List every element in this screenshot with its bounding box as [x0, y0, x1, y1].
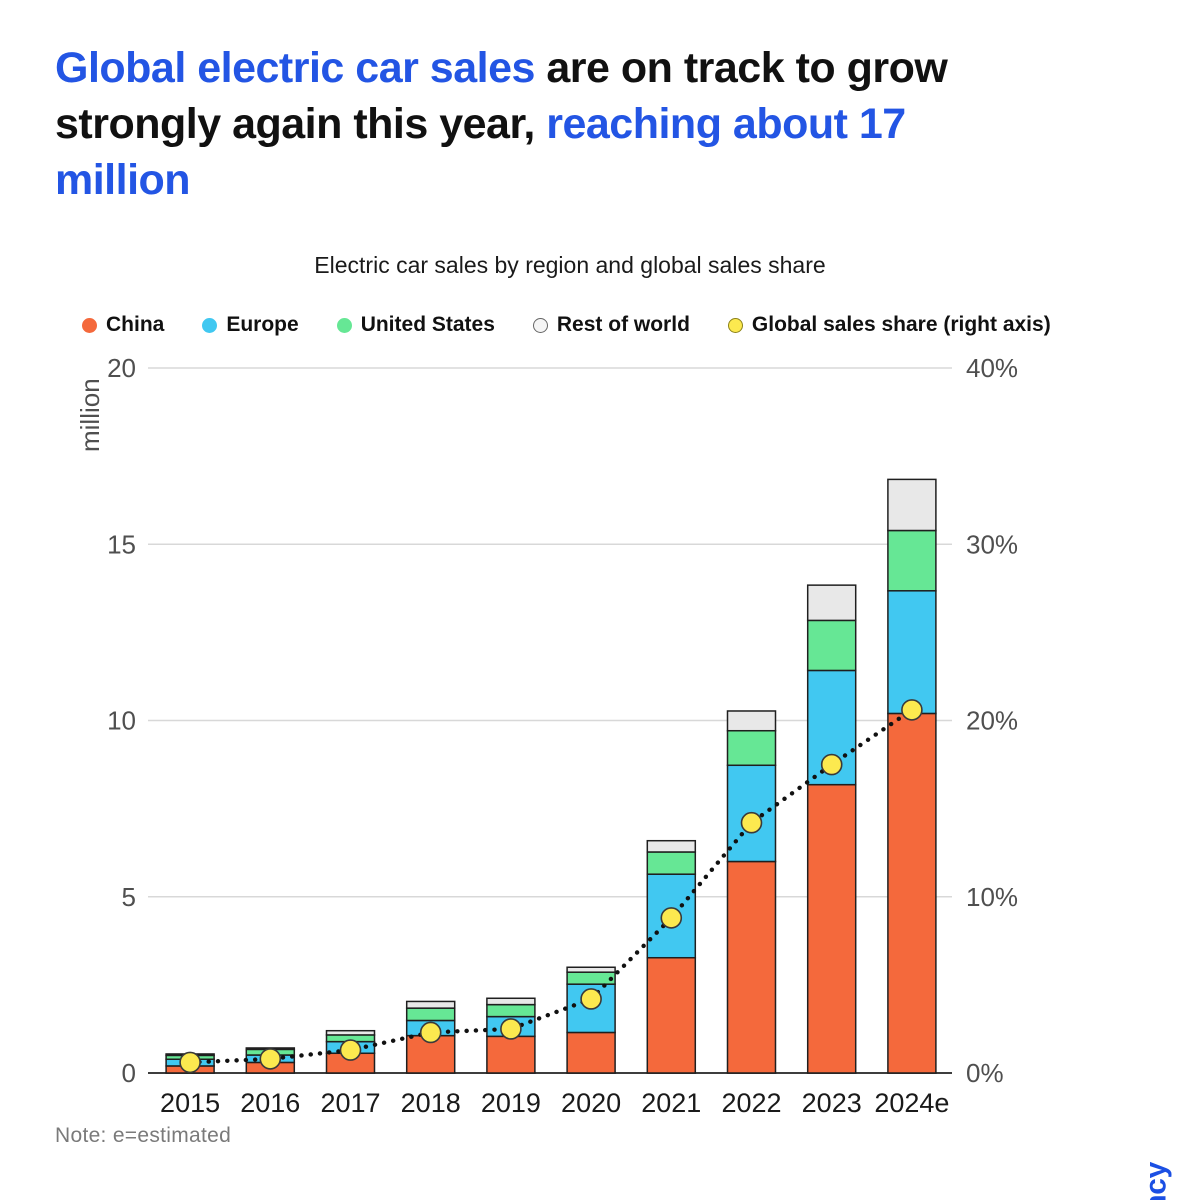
right-axis-tick-label: 30% [966, 529, 1018, 559]
right-axis-tick-label: 40% [966, 353, 1018, 383]
left-axis-tick-label: 0 [122, 1058, 136, 1088]
left-axis-unit-label: million [75, 378, 105, 452]
share-marker-2017 [339, 1039, 362, 1061]
iea-logo-line-1: International [1102, 1162, 1138, 1200]
right-axis-tick-label: 10% [966, 882, 1018, 912]
bar-segment-rest-of-world-2018 [405, 1000, 456, 1009]
bar-segment-europe-2024e [887, 590, 937, 715]
bar-segment-rest-of-world-2019 [486, 997, 536, 1006]
share-marker-2021 [660, 907, 683, 929]
legend-item-global-sales-share: Global sales share (right axis) [727, 313, 1051, 337]
share-marker-2024e [901, 699, 923, 721]
legend-item-united-states: United States [336, 313, 495, 337]
left-axis-tick-label: 5 [122, 882, 136, 912]
legend-item-china: China [82, 313, 164, 337]
united-states-legend-dot-icon [336, 317, 352, 333]
share-marker-2023 [820, 753, 843, 776]
x-axis-tick-label: 2020 [561, 1088, 621, 1118]
bar-segment-rest-of-world-2024e [887, 478, 937, 532]
bar-segment-china-2019 [486, 1035, 536, 1074]
left-axis-tick-label: 15 [107, 529, 136, 559]
bar-segment-china-2023 [806, 783, 857, 1074]
global-sales-share-legend-dot-icon [727, 317, 743, 333]
title-plain: are on track to grow strongly again this… [55, 44, 948, 148]
title-accent-2: reaching about 17 million [55, 100, 906, 204]
legend-item-europe: Europe [202, 313, 299, 337]
bar-segment-china-2020 [566, 1031, 616, 1074]
page-title: Global electric car sales are on track t… [55, 40, 965, 208]
x-axis-tick-label: 2015 [160, 1088, 220, 1118]
bar-segment-rest-of-world-2020 [566, 966, 616, 973]
x-axis-tick-label: 2016 [240, 1088, 300, 1118]
bar-segment-united-states-2024e [887, 529, 937, 592]
left-axis-tick-label: 20 [107, 353, 136, 383]
chart-subtitle: Electric car sales by region and global … [314, 252, 826, 278]
bar-segment-united-states-2023 [806, 619, 857, 672]
legend-label-rest-of-world: Rest of world [556, 313, 690, 336]
bar-segment-rest-of-world-2017 [325, 1029, 376, 1036]
europe-legend-dot-icon [202, 317, 218, 333]
x-axis-tick-label: 2023 [802, 1088, 862, 1118]
share-marker-2018 [419, 1021, 442, 1044]
legend-item-rest-of-world: Rest of world [532, 313, 690, 337]
bar-segment-united-states-2022 [726, 729, 777, 767]
legend-label-global-sales-share: Global sales share (right axis) [751, 313, 1051, 336]
legend-label-europe: Europe [226, 313, 299, 336]
global-sales-share-line [187, 707, 915, 1065]
x-axis-tick-label: 2022 [721, 1088, 781, 1118]
share-marker-2016 [259, 1048, 282, 1070]
bar-segment-china-2021 [646, 956, 697, 1074]
bar-segment-united-states-2018 [405, 1007, 456, 1022]
share-marker-2019 [500, 1018, 522, 1040]
left-axis-tick-label: 10 [107, 706, 136, 736]
bar-segment-rest-of-world-2023 [806, 584, 857, 622]
iea-logo: International Energy Agency [1102, 1162, 1174, 1200]
rest-of-world-legend-circle-icon [532, 317, 548, 333]
title-accent-1: Global electric car sales [55, 44, 535, 92]
bar-segment-united-states-2019 [486, 1003, 536, 1018]
china-legend-dot-icon [82, 317, 97, 333]
bar-segment-united-states-2020 [566, 971, 616, 985]
footnote: Note: e=estimated [55, 1124, 232, 1147]
legend-label-china: China [106, 313, 165, 336]
x-axis-tick-label: 2019 [481, 1088, 541, 1118]
x-axis-tick-label: 2021 [641, 1088, 701, 1118]
right-axis-tick-label: 20% [966, 706, 1018, 736]
bar-segment-china-2024e [887, 712, 937, 1074]
bar-segment-united-states-2021 [646, 851, 697, 875]
x-axis-tick-label: 2018 [401, 1088, 461, 1118]
right-axis-tick-label: 0% [966, 1058, 1004, 1088]
x-axis-tick-label: 2024e [874, 1088, 949, 1118]
bar-segment-china-2022 [726, 860, 777, 1074]
legend-label-united-states: United States [360, 313, 495, 336]
share-marker-2022 [740, 811, 763, 834]
x-axis-tick-label: 2017 [320, 1088, 380, 1118]
share-marker-2020 [580, 988, 602, 1010]
iea-logo-line-2: Energy Agency [1138, 1162, 1174, 1200]
chart-legend: China Europe United States Rest of world… [82, 313, 1051, 337]
bar-segment-rest-of-world-2022 [726, 710, 777, 732]
bar-segment-rest-of-world-2021 [646, 839, 697, 853]
share-marker-2015 [179, 1051, 201, 1074]
